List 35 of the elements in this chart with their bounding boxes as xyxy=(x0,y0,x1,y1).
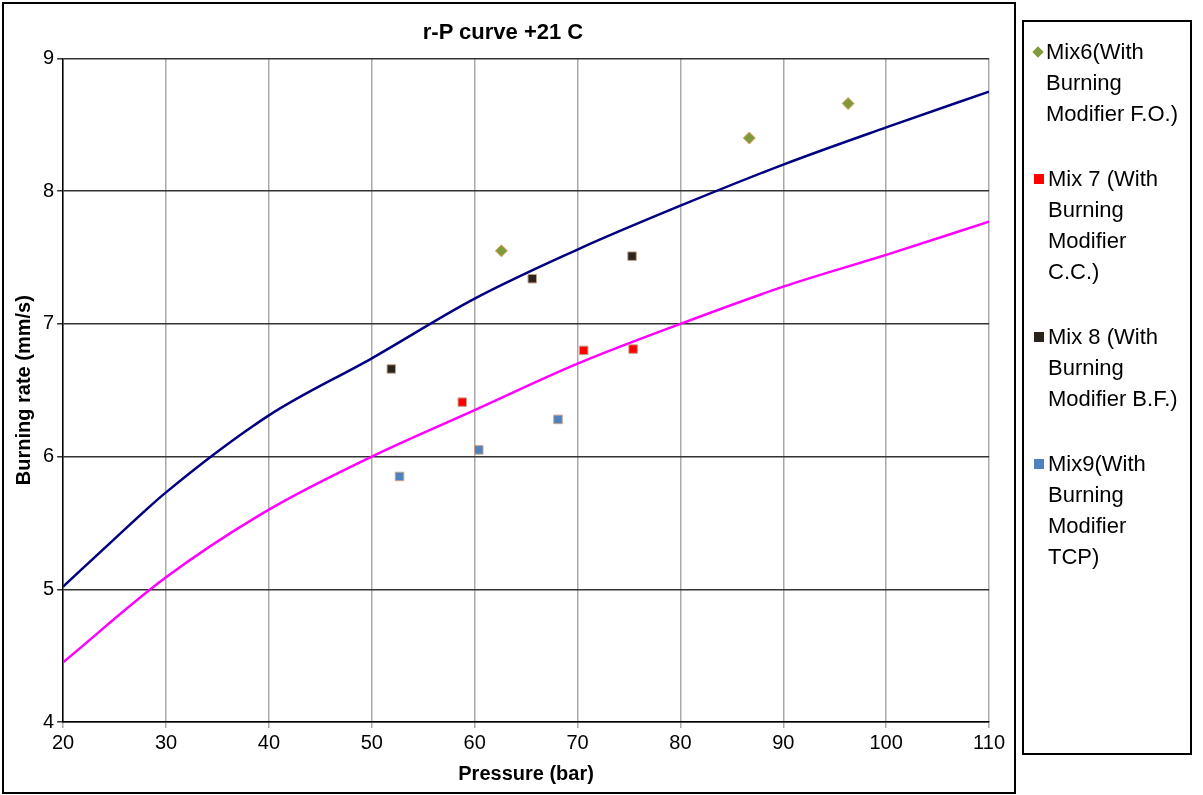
chart-title: r-P curve +21 C xyxy=(422,19,584,45)
point xyxy=(742,131,756,145)
x-tick-label: 40 xyxy=(257,730,281,753)
x-tick-label: 110 xyxy=(973,730,1005,753)
point xyxy=(494,244,508,258)
point xyxy=(527,273,538,284)
y-tick-label: 8 xyxy=(43,178,55,201)
legend-label: Mix6(With Burning Modifier F.O.) xyxy=(1046,38,1180,128)
point xyxy=(457,397,468,407)
x-tick-label: 20 xyxy=(52,730,75,753)
y-tick-label: 4 xyxy=(43,709,55,732)
x-tick-label: 90 xyxy=(772,730,795,753)
legend-label: Mix 7 (With Burning Modifier C.C.) xyxy=(1048,165,1159,286)
x-tick-label: 80 xyxy=(669,730,692,753)
point xyxy=(841,97,855,111)
point xyxy=(553,414,563,425)
y-tick-label: 9 xyxy=(43,45,55,68)
point xyxy=(578,345,589,356)
x-tick-label: 60 xyxy=(463,730,486,753)
y-tick-label: 6 xyxy=(43,444,55,467)
point xyxy=(474,445,484,455)
point xyxy=(386,364,397,374)
legend-label: Mix9(With Burning Modifier TCP) xyxy=(1048,450,1147,571)
point xyxy=(627,251,637,261)
y-axis-title: Burning rate (mm/s) xyxy=(11,295,34,486)
legend-label: Mix 8 (With Burning Modifier B.F.) xyxy=(1048,323,1179,413)
x-tick-label: 70 xyxy=(566,730,589,753)
x-tick-label: 50 xyxy=(360,730,383,753)
x-tick-label: 100 xyxy=(869,730,903,753)
x-tick-label: 30 xyxy=(154,730,178,753)
y-tick-label: 5 xyxy=(43,576,55,599)
y-tick-label: 7 xyxy=(43,311,55,334)
point xyxy=(628,344,638,354)
x-axis-title: Pressure (bar) xyxy=(458,761,594,784)
point xyxy=(394,471,405,482)
